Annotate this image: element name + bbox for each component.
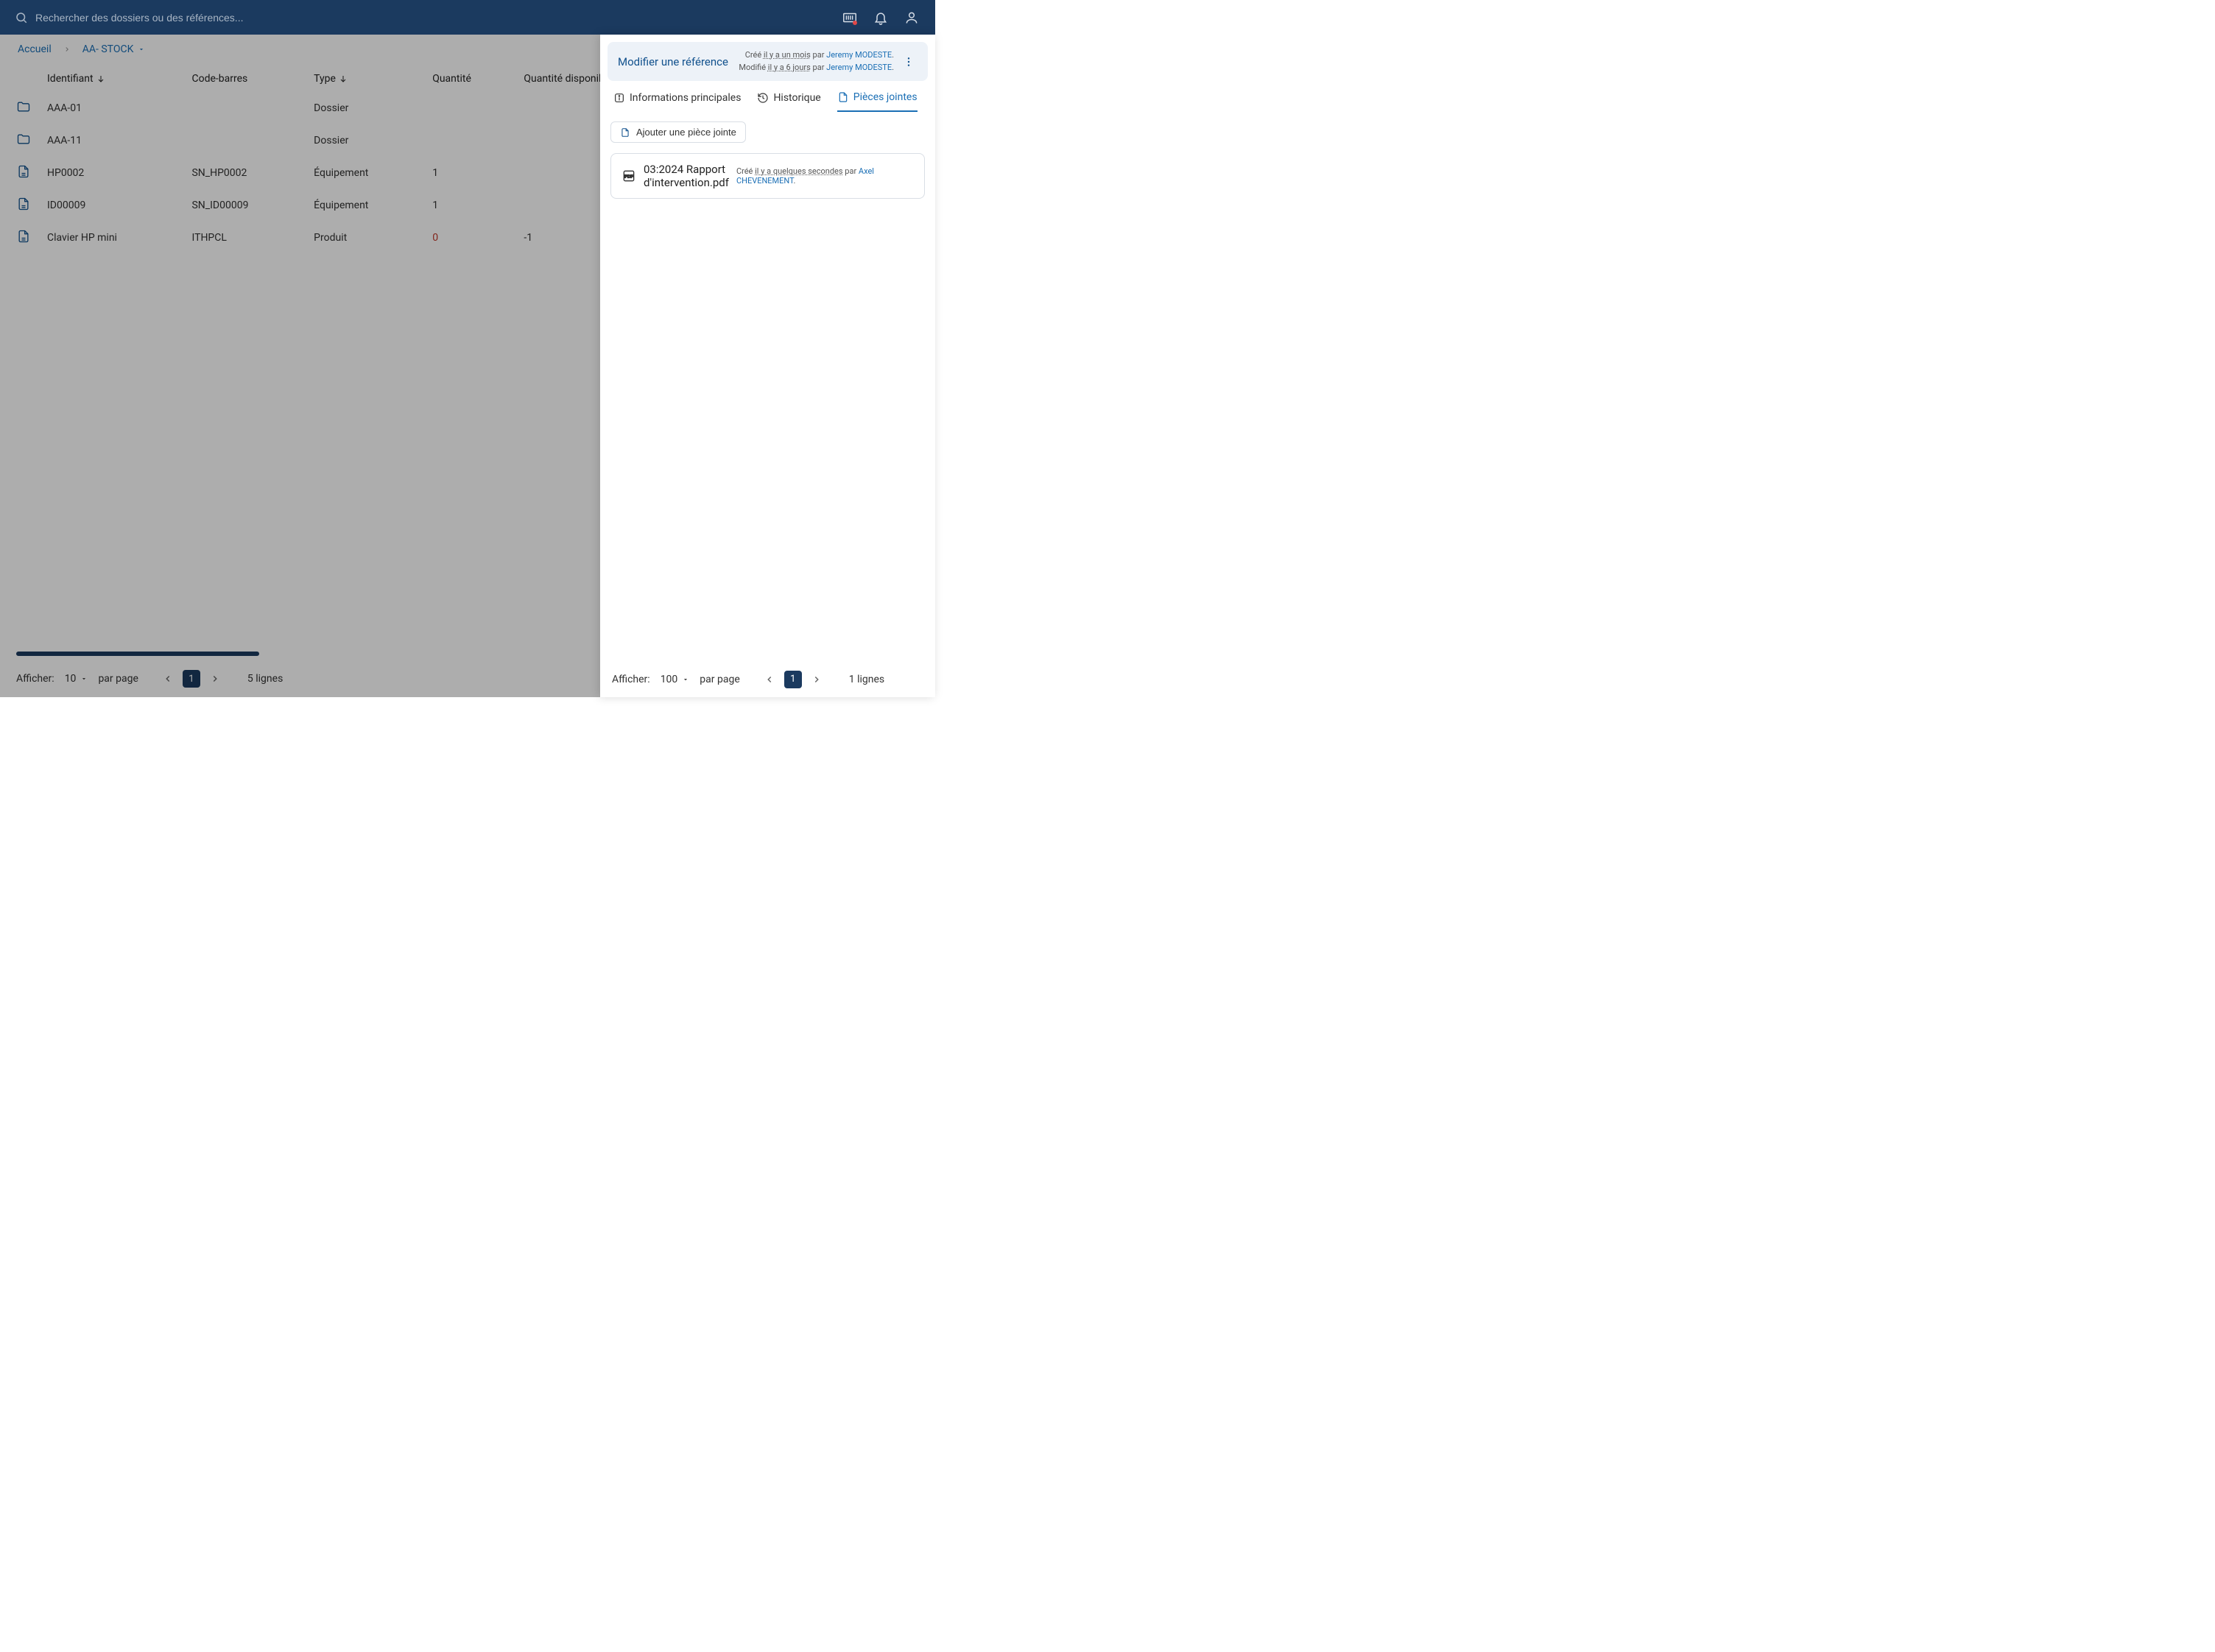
panel-meta: Créé il y a un mois par Jeremy MODESTE. … (739, 49, 894, 74)
panel-header: Modifier une référence Créé il y a un mo… (608, 42, 928, 81)
svg-text:PDF: PDF (624, 175, 633, 180)
panel-page-size-select[interactable]: 100 (661, 674, 690, 685)
side-panel: Modifier une référence Créé il y a un mo… (600, 35, 935, 697)
tab-informations[interactable]: Informations principales (613, 91, 741, 112)
tab-history-label: Historique (773, 92, 820, 104)
search-wrap (15, 11, 841, 24)
barcode-icon[interactable] (841, 9, 859, 27)
panel-current-page[interactable]: 1 (784, 671, 802, 688)
modified-by-user-link[interactable]: Jeremy MODESTE (826, 63, 892, 72)
panel-tabs: Informations principales Historique Pièc… (600, 81, 935, 113)
attachment-item[interactable]: PDF 03:2024 Rapport d'intervention.pdf C… (610, 153, 925, 199)
created-by-user-link[interactable]: Jeremy MODESTE (826, 50, 892, 60)
panel-pagination: Afficher: 100 par page 1 1 lignes (600, 660, 935, 697)
user-icon[interactable] (903, 9, 920, 27)
tab-attach-label: Pièces jointes (853, 91, 918, 103)
panel-body: Ajouter une pièce jointe PDF 03:2024 Rap… (600, 113, 935, 660)
panel-next-page-button[interactable] (808, 671, 825, 688)
panel-prev-page-button[interactable] (761, 671, 778, 688)
attachment-icon (837, 91, 849, 103)
search-input[interactable] (35, 12, 330, 24)
attachment-meta: Créé il y a quelques secondes par Axel C… (736, 166, 914, 186)
panel-par-page-label: par page (700, 674, 739, 685)
tab-pieces-jointes[interactable]: Pièces jointes (837, 91, 918, 112)
bell-icon[interactable] (872, 9, 890, 27)
search-icon (15, 11, 28, 24)
header-icons (841, 9, 920, 27)
caret-down-icon (682, 676, 689, 683)
add-attachment-button[interactable]: Ajouter une pièce jointe (610, 121, 746, 143)
tab-historique[interactable]: Historique (757, 91, 820, 112)
pdf-icon: PDF (621, 169, 636, 183)
notification-dot (853, 21, 857, 25)
more-menu-icon[interactable] (900, 56, 918, 68)
panel-lines-count: 1 lignes (849, 674, 884, 685)
panel-title: Modifier une référence (618, 55, 739, 68)
attachment-name: 03:2024 Rapport d'intervention.pdf (644, 163, 729, 189)
panel-page-size-value: 100 (661, 674, 678, 685)
info-icon (613, 92, 625, 104)
top-header (0, 0, 935, 35)
tab-info-label: Informations principales (630, 92, 741, 104)
add-attachment-label: Ajouter une pièce jointe (636, 127, 736, 138)
history-icon (757, 92, 769, 104)
panel-afficher-label: Afficher: (612, 674, 650, 685)
file-icon (620, 127, 630, 138)
